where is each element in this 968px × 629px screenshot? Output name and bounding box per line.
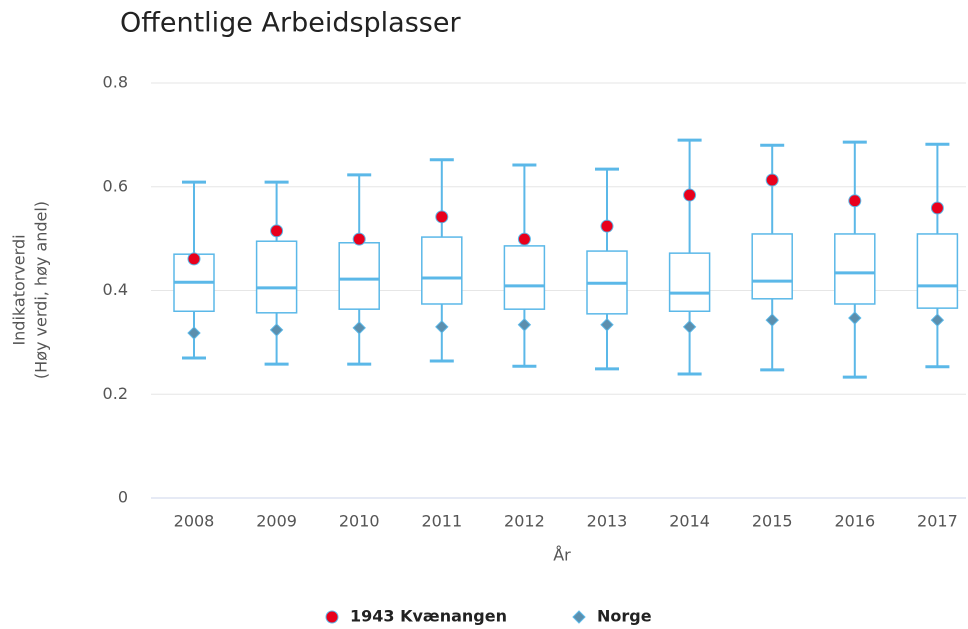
x-tick-label: 2013: [587, 512, 628, 531]
point: [270, 224, 284, 238]
point: [683, 188, 697, 202]
point: [187, 252, 201, 266]
box: [503, 245, 546, 310]
point: [848, 311, 862, 325]
y-axis-label: (Høy verdi, høy andel): [32, 201, 51, 379]
point: [435, 320, 449, 334]
chart-title: Offentlige Arbeidsplasser: [120, 8, 461, 39]
legend-symbol: [325, 610, 339, 624]
x-tick-label: 2017: [917, 512, 958, 531]
point: [765, 173, 779, 187]
x-tick-label: 2011: [421, 512, 462, 531]
point: [930, 201, 944, 215]
x-tick-label: 2012: [504, 512, 545, 531]
legend-label: 1943 Kvænangen: [350, 607, 507, 626]
box: [421, 236, 463, 305]
x-tick-label: 2016: [834, 512, 875, 531]
point: [600, 219, 614, 233]
y-tick-label: 0.6: [103, 176, 128, 195]
point: [352, 232, 366, 246]
box: [338, 242, 380, 310]
y-tick-label: 0.4: [103, 280, 128, 299]
y-axis-label: Indikatorverdi: [10, 234, 29, 345]
box: [668, 252, 711, 312]
point: [765, 313, 779, 327]
box: [751, 233, 793, 300]
legend-symbol: [572, 610, 586, 624]
x-tick-label: 2008: [174, 512, 215, 531]
point: [269, 323, 284, 337]
point: [352, 321, 366, 335]
point: [187, 326, 201, 340]
point: [517, 318, 532, 332]
box: [255, 240, 298, 314]
x-tick-label: 2014: [669, 512, 710, 531]
y-tick-label: 0: [118, 488, 128, 507]
point: [435, 210, 449, 224]
x-tick-label: 2009: [256, 512, 297, 531]
box: [834, 233, 876, 305]
y-tick-label: 0.2: [103, 384, 128, 403]
point: [517, 232, 531, 246]
point: [600, 318, 614, 332]
x-axis-label: År: [553, 546, 571, 565]
y-tick-label: 0.8: [103, 73, 128, 92]
point: [682, 320, 697, 334]
point: [848, 194, 862, 208]
point: [930, 313, 945, 327]
x-tick-label: 2015: [752, 512, 793, 531]
box: [916, 233, 959, 309]
legend-label: Norge: [597, 607, 652, 626]
x-tick-label: 2010: [339, 512, 380, 531]
